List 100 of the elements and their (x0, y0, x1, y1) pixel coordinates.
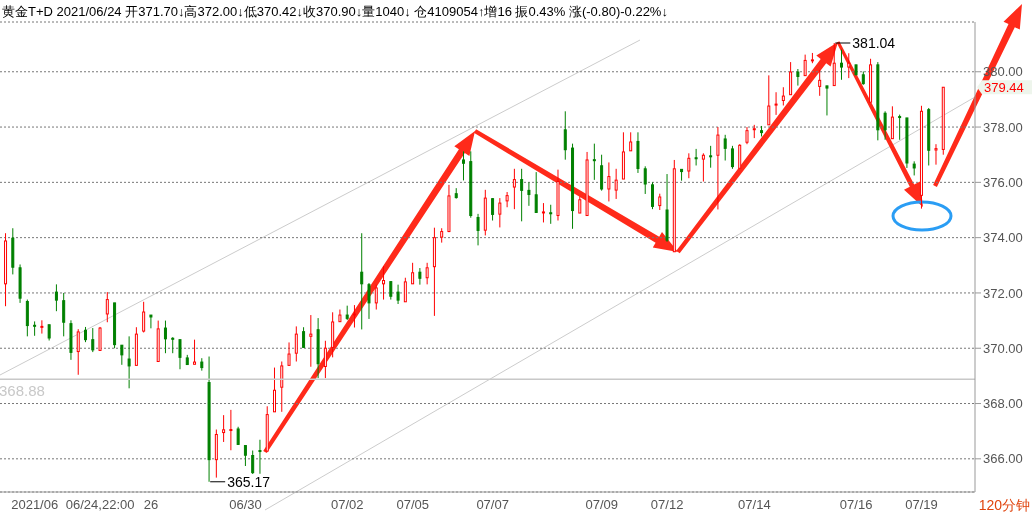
candlestick (302, 326, 306, 348)
candlestick (549, 204, 553, 225)
candlestick (287, 341, 291, 366)
chart-title: 黄金T+D 2021/06/24 开371.70↓高372.00↓低370.42↓收370.90↓量1040↓ 仓4109054↑增16 振0.43% 涨(-0.80)-0.22%↓ (2, 3, 668, 21)
x-tick-label: 26 (143, 497, 159, 513)
y-tick-label: 370.00 (983, 340, 1023, 356)
candlestick (193, 339, 197, 365)
candlestick (62, 292, 66, 337)
candlestick (411, 262, 415, 285)
candlestick (898, 114, 902, 141)
candlestick (541, 202, 545, 223)
candlestick (149, 314, 153, 329)
candlestick (273, 367, 276, 413)
candlestick (600, 154, 604, 192)
text: 379.44 (984, 79, 1024, 95)
candlestick (251, 450, 255, 475)
candlestick (418, 267, 422, 286)
candlestick (687, 152, 691, 179)
candlestick (883, 110, 887, 141)
y-tick-label: 378.00 (983, 119, 1023, 135)
candlestick (91, 327, 95, 353)
candlestick (512, 168, 516, 210)
candlestick (716, 126, 720, 210)
x-tick-label: 07/07 (476, 497, 509, 513)
x-tick-label: 07/14 (738, 497, 771, 513)
candlestick (120, 344, 124, 366)
candlestick (614, 168, 618, 200)
candlestick (709, 145, 713, 169)
candlestick (629, 131, 633, 152)
x-tick-label: 07/16 (839, 497, 873, 513)
candlestick (360, 232, 364, 330)
candlestick (40, 319, 44, 335)
candlestick (527, 181, 531, 207)
candlestick (832, 42, 836, 87)
candlestick (498, 197, 502, 228)
candlestick (796, 68, 800, 87)
candlestick (396, 284, 400, 305)
candlestick (374, 284, 378, 311)
candlestick (651, 181, 654, 210)
candlestick (352, 304, 356, 328)
candlestick (323, 340, 327, 379)
candlestick (163, 320, 167, 354)
candlestick (258, 439, 262, 475)
candlestick (76, 328, 80, 376)
candlestick (723, 134, 727, 162)
candlestick (462, 150, 465, 181)
candlestick (890, 105, 894, 140)
candlestick (607, 161, 611, 202)
x-tick-label: 06/24,22:00 (65, 497, 135, 513)
candlestick (54, 283, 58, 312)
candlestick (738, 143, 742, 169)
candlestick (142, 301, 146, 333)
candlestick (476, 213, 480, 246)
annotation: 365.17 (227, 473, 271, 490)
candlestick (730, 145, 734, 170)
candlestick (33, 320, 37, 337)
candlestick (563, 110, 567, 161)
candlestick (643, 165, 647, 195)
y-tick-label: 366.00 (983, 451, 1023, 467)
x-tick-label: 07/09 (585, 497, 618, 513)
candlestick (934, 143, 938, 166)
candlestick (280, 361, 284, 413)
candlestick (229, 409, 233, 451)
candlestick (847, 52, 851, 79)
x-tick-label: 07/05 (396, 497, 429, 513)
candlestick (825, 85, 829, 116)
x-tick-label: 07/02 (331, 497, 364, 513)
text: 120分钟 (978, 497, 1030, 513)
candlestick (840, 49, 843, 81)
x-tick-label: 06/30 (229, 497, 262, 513)
candlestick (767, 74, 771, 126)
candlestick (701, 152, 705, 183)
x-tick-label: 07/19 (905, 497, 938, 513)
candlestick (592, 143, 596, 181)
y-tick-label: 368.00 (983, 396, 1023, 412)
x-tick-label: 2021/06 (11, 497, 59, 513)
candlestick (309, 314, 313, 368)
x-tick-label: 07/12 (650, 497, 684, 513)
y-tick-label: 374.00 (983, 230, 1023, 246)
candlestick (178, 339, 182, 370)
candlestick (127, 335, 131, 389)
candlestick (818, 69, 822, 97)
y-tick-label: 372.00 (983, 285, 1023, 301)
candlestick (294, 325, 298, 363)
candlestick (403, 277, 407, 303)
candlestick (803, 54, 807, 77)
candlestick (491, 197, 495, 222)
y-tick-label: 376.00 (983, 174, 1023, 190)
candlestick (382, 265, 386, 301)
candlestick (789, 61, 793, 96)
candlestick (105, 291, 109, 323)
candlestick (774, 91, 778, 116)
candlestick (694, 148, 698, 166)
candlestick (243, 445, 247, 467)
candlestick (425, 262, 429, 285)
candlestick (534, 171, 538, 213)
candlestick (505, 191, 509, 208)
candlestick (367, 282, 371, 320)
annotation: 381.04 (852, 35, 896, 52)
candlestick (222, 414, 226, 443)
